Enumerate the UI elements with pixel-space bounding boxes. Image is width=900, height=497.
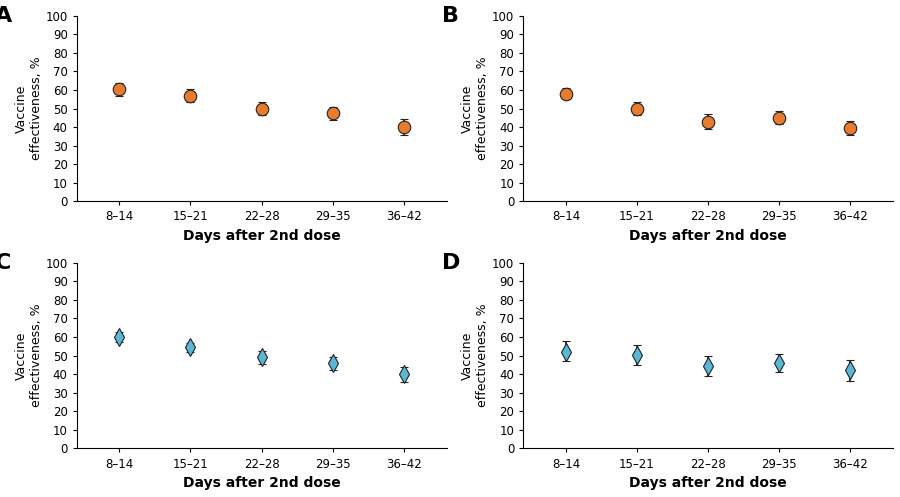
X-axis label: Days after 2nd dose: Days after 2nd dose: [183, 476, 340, 490]
Y-axis label: Vaccine
effectiveness, %: Vaccine effectiveness, %: [461, 57, 490, 161]
X-axis label: Days after 2nd dose: Days after 2nd dose: [183, 229, 340, 243]
Y-axis label: Vaccine
effectiveness, %: Vaccine effectiveness, %: [14, 57, 42, 161]
X-axis label: Days after 2nd dose: Days after 2nd dose: [629, 229, 787, 243]
Y-axis label: Vaccine
effectiveness, %: Vaccine effectiveness, %: [14, 304, 42, 408]
Text: C: C: [0, 253, 12, 273]
Y-axis label: Vaccine
effectiveness, %: Vaccine effectiveness, %: [461, 304, 490, 408]
X-axis label: Days after 2nd dose: Days after 2nd dose: [629, 476, 787, 490]
Text: B: B: [442, 6, 459, 26]
Text: A: A: [0, 6, 13, 26]
Text: D: D: [442, 253, 460, 273]
